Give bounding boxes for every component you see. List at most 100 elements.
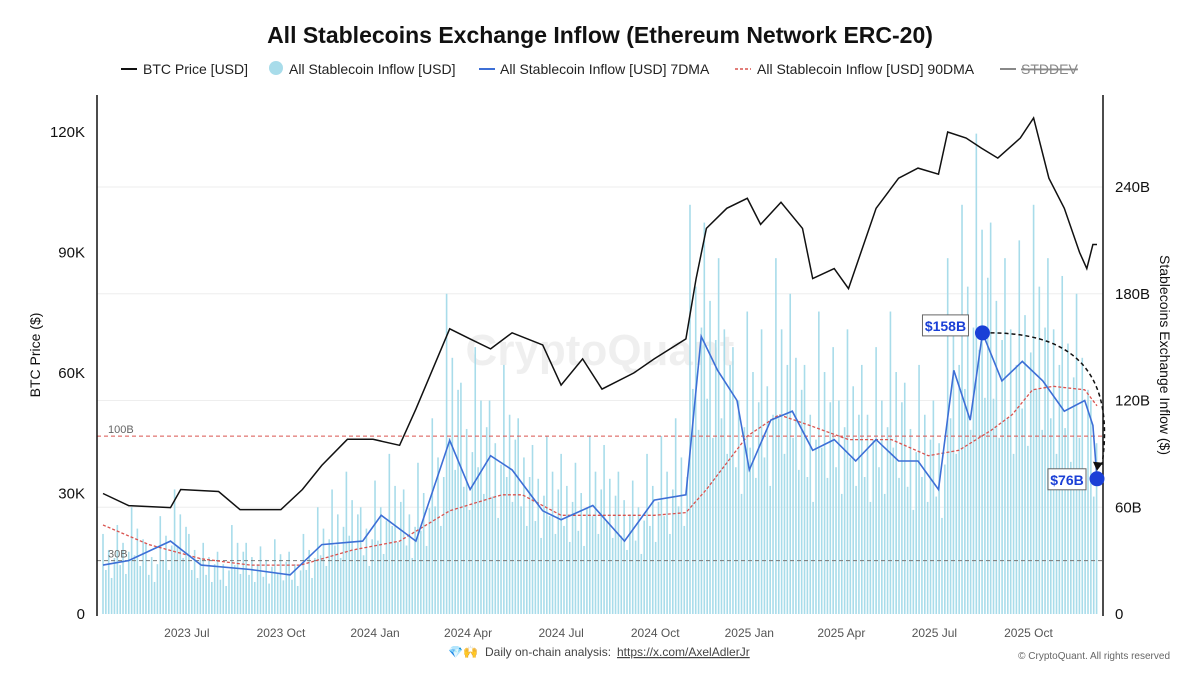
inflow-bar — [296, 585, 299, 614]
x-tick-label: 2025 Jul — [912, 626, 957, 640]
inflow-bar — [500, 464, 502, 614]
inflow-bar — [591, 516, 594, 614]
inflow-bar — [216, 551, 219, 614]
inflow-bar — [282, 580, 285, 614]
inflow-bar — [139, 565, 142, 614]
inflow-bar — [480, 400, 482, 614]
inflow-bar — [1007, 418, 1009, 614]
inflow-bar — [291, 579, 293, 614]
x-tick-label: 2025 Jan — [725, 626, 774, 640]
inflow-bar — [815, 439, 817, 614]
inflow-bar — [125, 573, 127, 614]
inflow-bar — [225, 585, 227, 614]
inflow-bar — [792, 437, 794, 614]
legend-item-inflow-90dma[interactable]: All Stablecoin Inflow [USD] 90DMA — [735, 61, 975, 77]
inflow-bar — [368, 565, 371, 614]
inflow-bar — [898, 477, 900, 614]
inflow-bar — [846, 329, 849, 614]
inflow-bar — [168, 569, 170, 614]
inflow-bar — [477, 467, 479, 614]
legend-item-btc-price[interactable]: BTC Price [USD] — [121, 61, 248, 77]
reference-lines: 100B 30B — [97, 424, 1103, 562]
inflow-bar — [594, 471, 597, 614]
inflow-bar — [926, 501, 929, 614]
inflow-bar — [660, 436, 663, 614]
copyright: © CryptoQuant. All rights reserved — [1018, 651, 1170, 662]
inflow-bar — [772, 414, 774, 614]
inflow-bar — [488, 400, 491, 614]
inflow-bar — [397, 541, 399, 614]
inflow-bar — [274, 539, 276, 614]
inflow-bar — [1001, 340, 1003, 614]
inflow-bar — [228, 570, 230, 614]
x-axis-ticks: 2023 Jul 2023 Oct 2024 Jan 2024 Apr 2024 Jul… — [164, 626, 1053, 640]
legend-item-stddev[interactable]: STDDEV — [1000, 61, 1078, 77]
legend-item-inflow-7dma[interactable]: All Stablecoin Inflow [USD] 7DMA — [479, 61, 710, 77]
inflow-bar — [454, 469, 456, 614]
inflow-bar — [692, 388, 694, 614]
inflow-bar — [803, 364, 806, 614]
inflow-bar — [869, 501, 872, 614]
inflow-bar — [878, 467, 880, 614]
inflow-bar — [179, 514, 182, 614]
inflow-bar — [961, 204, 963, 614]
inflow-bar — [182, 557, 184, 614]
footer-link[interactable]: https://x.com/AxelAdlerJr — [617, 645, 750, 659]
inflow-bar — [354, 549, 356, 614]
inflow-bar — [760, 329, 763, 614]
inflow-bar — [886, 427, 889, 614]
inflow-bar — [382, 553, 385, 614]
inflow-bar — [531, 444, 534, 614]
inflow-bar — [1075, 293, 1078, 614]
inflow-bar — [574, 462, 577, 614]
inflow-bar — [431, 418, 434, 614]
inflow-bar — [405, 545, 408, 614]
inflow-bar — [377, 540, 379, 614]
legend-item-inflow[interactable]: All Stablecoin Inflow [USD] — [269, 61, 456, 77]
inflow-bar — [577, 530, 580, 614]
inflow-bar — [136, 528, 139, 614]
inflow-bar — [262, 576, 265, 614]
watermark: CryptoQuant — [466, 326, 735, 375]
inflow-bar — [219, 579, 222, 614]
inflow-bar — [371, 539, 373, 614]
inflow-bar — [609, 478, 611, 614]
inflow-bar — [259, 546, 262, 614]
inflow-bar — [901, 402, 903, 614]
left-axis-ticks: 0 30K 60K 90K 120K — [50, 124, 85, 623]
inflow-bar — [543, 495, 545, 614]
inflow-bar — [1018, 240, 1021, 614]
inflow-bar — [717, 258, 720, 614]
inflow-bar — [342, 526, 345, 614]
inflow-bar — [145, 542, 147, 614]
inflow-bar — [611, 537, 614, 614]
inflow-bar — [944, 464, 946, 614]
inflow-bar — [935, 496, 938, 614]
diamond-hands-icon: 💎🙌 — [448, 645, 478, 659]
left-tick-label: 120K — [50, 124, 85, 141]
inflow-bar — [256, 564, 259, 614]
x-tick-label: 2025 Oct — [1004, 626, 1053, 640]
inflow-bar — [417, 462, 419, 614]
left-tick-label: 60K — [58, 365, 85, 382]
inflow-bar — [606, 521, 608, 614]
inflow-bar — [105, 569, 107, 614]
inflow-bar — [706, 398, 708, 614]
inflow-bar — [597, 533, 600, 614]
inflow-bar — [102, 533, 104, 614]
inflow-bar — [843, 427, 846, 614]
inflow-bar — [872, 439, 875, 614]
inflow-bar — [1035, 388, 1038, 614]
inflow-bar — [325, 565, 328, 614]
inflow-bar — [969, 429, 972, 614]
inflow-bar — [838, 400, 840, 614]
inflow-bar — [437, 457, 439, 614]
inflow-bar — [892, 447, 895, 614]
inflow-bar — [683, 525, 686, 614]
inflow-bar — [723, 329, 726, 614]
inflow-bar — [826, 477, 829, 614]
inflow-bar — [402, 489, 405, 614]
inflow-bar — [231, 525, 233, 614]
x-tick-label: 2024 Oct — [631, 626, 680, 640]
